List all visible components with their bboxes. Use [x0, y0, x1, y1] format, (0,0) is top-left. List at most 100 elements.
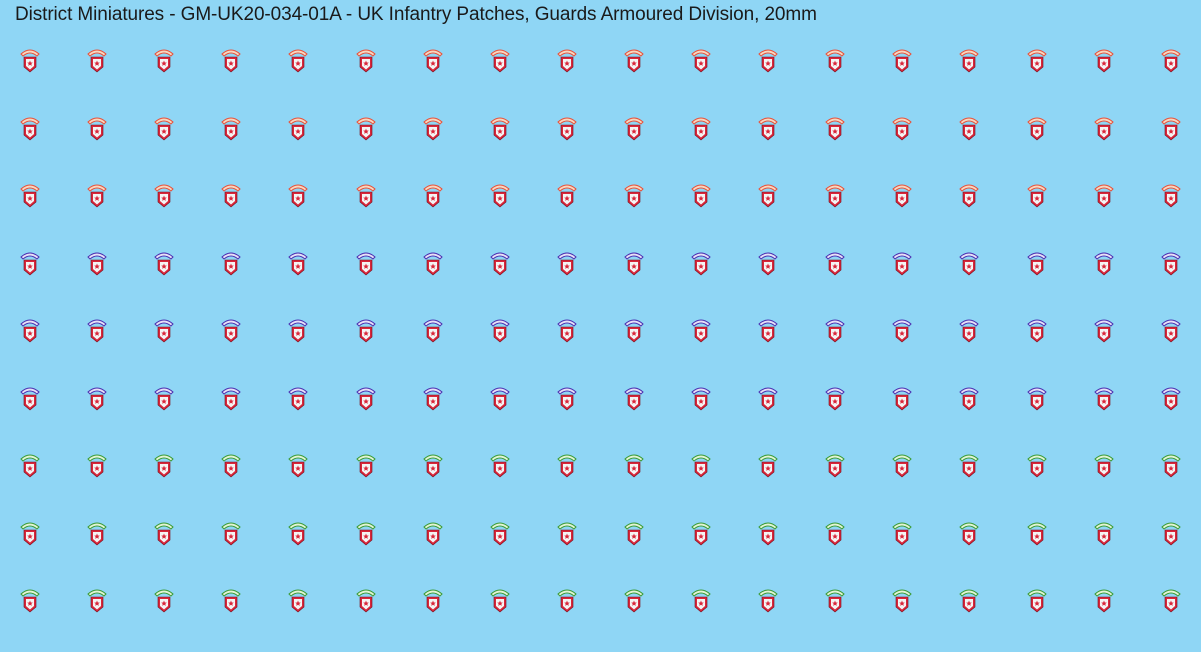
guards-patch-icon: [1024, 182, 1050, 210]
guards-patch-icon: [554, 182, 580, 210]
guards-patch-icon: [889, 115, 915, 143]
guards-patch-icon: [285, 115, 311, 143]
guards-patch-icon: [353, 317, 379, 345]
guards-patch-icon: [889, 520, 915, 548]
guards-patch-icon: [353, 182, 379, 210]
guards-patch-icon: [822, 452, 848, 480]
guards-patch-icon: [621, 115, 647, 143]
guards-patch-icon: [218, 385, 244, 413]
guards-patch-icon: [487, 587, 513, 615]
guards-patch-icon: [755, 182, 781, 210]
guards-patch-icon: [956, 385, 982, 413]
guards-patch-icon: [218, 182, 244, 210]
guards-patch-icon: [84, 182, 110, 210]
guards-patch-icon: [956, 452, 982, 480]
guards-patch-icon: [621, 587, 647, 615]
guards-patch-icon: [1024, 587, 1050, 615]
guards-patch-icon: [554, 317, 580, 345]
guards-patch-icon: [554, 47, 580, 75]
guards-patch-icon: [1158, 47, 1184, 75]
guards-patch-icon: [151, 47, 177, 75]
guards-patch-icon: [420, 182, 446, 210]
guards-patch-icon: [285, 385, 311, 413]
guards-patch-icon: [621, 317, 647, 345]
guards-patch-icon: [487, 47, 513, 75]
guards-patch-icon: [956, 182, 982, 210]
guards-patch-icon: [151, 115, 177, 143]
guards-patch-icon: [688, 385, 714, 413]
guards-patch-icon: [84, 47, 110, 75]
guards-patch-icon: [956, 47, 982, 75]
guards-patch-icon: [621, 520, 647, 548]
guards-patch-icon: [1024, 385, 1050, 413]
guards-patch-icon: [889, 250, 915, 278]
guards-patch-icon: [353, 452, 379, 480]
guards-patch-icon: [420, 317, 446, 345]
guards-patch-icon: [353, 115, 379, 143]
guards-patch-icon: [1091, 115, 1117, 143]
guards-patch-icon: [688, 182, 714, 210]
guards-patch-icon: [822, 47, 848, 75]
guards-patch-icon: [822, 250, 848, 278]
guards-patch-icon: [956, 317, 982, 345]
guards-patch-icon: [554, 520, 580, 548]
guards-patch-icon: [889, 587, 915, 615]
guards-patch-icon: [218, 115, 244, 143]
guards-patch-icon: [822, 182, 848, 210]
guards-patch-icon: [688, 250, 714, 278]
guards-patch-icon: [420, 250, 446, 278]
guards-patch-icon: [1158, 520, 1184, 548]
guards-patch-icon: [554, 115, 580, 143]
guards-patch-icon: [285, 520, 311, 548]
guards-patch-icon: [84, 587, 110, 615]
guards-patch-icon: [1091, 47, 1117, 75]
guards-patch-icon: [688, 317, 714, 345]
guards-patch-icon: [1024, 115, 1050, 143]
guards-patch-icon: [218, 452, 244, 480]
guards-patch-icon: [822, 385, 848, 413]
guards-patch-icon: [151, 182, 177, 210]
guards-patch-icon: [420, 47, 446, 75]
guards-patch-icon: [218, 250, 244, 278]
guards-patch-icon: [151, 250, 177, 278]
guards-patch-icon: [755, 385, 781, 413]
guards-patch-icon: [822, 520, 848, 548]
guards-patch-icon: [420, 452, 446, 480]
guards-patch-icon: [285, 250, 311, 278]
guards-patch-icon: [1158, 250, 1184, 278]
guards-patch-icon: [554, 452, 580, 480]
guards-patch-icon: [889, 47, 915, 75]
guards-patch-icon: [420, 115, 446, 143]
guards-patch-icon: [17, 182, 43, 210]
guards-patch-icon: [688, 452, 714, 480]
guards-patch-icon: [487, 115, 513, 143]
guards-patch-icon: [621, 250, 647, 278]
guards-patch-icon: [353, 250, 379, 278]
guards-patch-icon: [1091, 385, 1117, 413]
guards-patch-icon: [487, 250, 513, 278]
guards-patch-icon: [1158, 317, 1184, 345]
guards-patch-icon: [487, 182, 513, 210]
guards-patch-icon: [218, 317, 244, 345]
guards-patch-icon: [151, 520, 177, 548]
guards-patch-icon: [956, 520, 982, 548]
guards-patch-icon: [554, 385, 580, 413]
guards-patch-icon: [1091, 452, 1117, 480]
guards-patch-icon: [84, 385, 110, 413]
guards-patch-icon: [755, 47, 781, 75]
guards-patch-icon: [84, 520, 110, 548]
guards-patch-icon: [621, 385, 647, 413]
guards-patch-icon: [487, 452, 513, 480]
guards-patch-icon: [285, 47, 311, 75]
guards-patch-icon: [1158, 587, 1184, 615]
guards-patch-icon: [1158, 452, 1184, 480]
guards-patch-icon: [755, 587, 781, 615]
sheet-title: District Miniatures - GM-UK20-034-01A - …: [15, 4, 817, 25]
guards-patch-icon: [487, 520, 513, 548]
guards-patch-icon: [755, 520, 781, 548]
guards-patch-icon: [353, 520, 379, 548]
guards-patch-icon: [353, 587, 379, 615]
guards-patch-icon: [1091, 520, 1117, 548]
guards-patch-icon: [218, 520, 244, 548]
guards-patch-icon: [688, 47, 714, 75]
